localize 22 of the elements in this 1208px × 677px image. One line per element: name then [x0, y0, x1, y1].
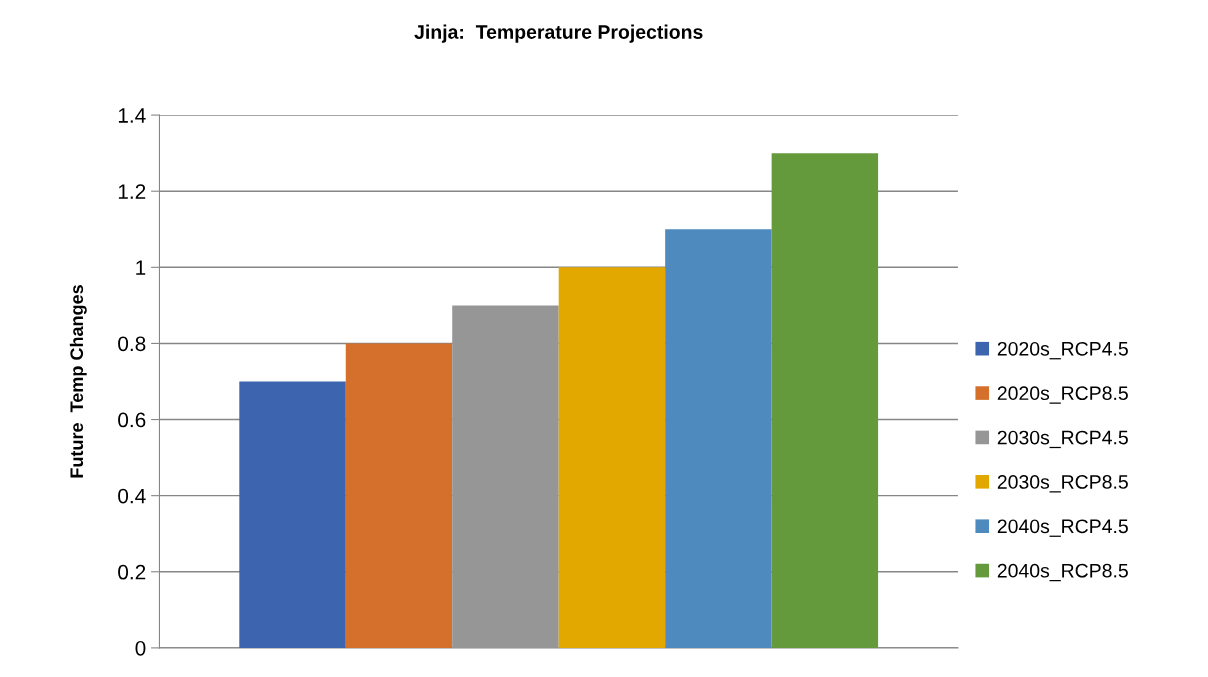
bar: [771, 153, 879, 648]
y-axis-title: Future Temp Changes: [69, 285, 87, 478]
legend-label: 2020s_RCP4.5: [997, 341, 1128, 360]
y-tick-label: 1: [136, 260, 146, 275]
legend-label: 2020s_RCP8.5: [997, 386, 1128, 404]
legend-label: 2040s_RCP8.5: [997, 563, 1128, 582]
chart-title: Jinja: Temperature Projections: [414, 24, 703, 43]
bar: [239, 381, 346, 648]
y-tick-label: 1.2: [118, 184, 146, 199]
bar: [452, 305, 559, 648]
y-tick-label: 0.4: [118, 488, 146, 504]
bar: [345, 343, 453, 648]
legend-label: 2040s_RCP4.5: [997, 519, 1128, 537]
y-tick-label: 0.8: [118, 336, 146, 352]
y-tick-label: 0: [135, 640, 146, 656]
legend-label: 2030s_RCP8.5: [997, 475, 1128, 493]
bar: [558, 267, 666, 648]
y-tick-label: 0.2: [118, 564, 146, 580]
legend-label: 2030s_RCP4.5: [997, 430, 1128, 449]
y-tick-label: 1.4: [118, 108, 146, 123]
y-tick-label: 0.6: [118, 412, 146, 428]
bar: [665, 229, 772, 648]
